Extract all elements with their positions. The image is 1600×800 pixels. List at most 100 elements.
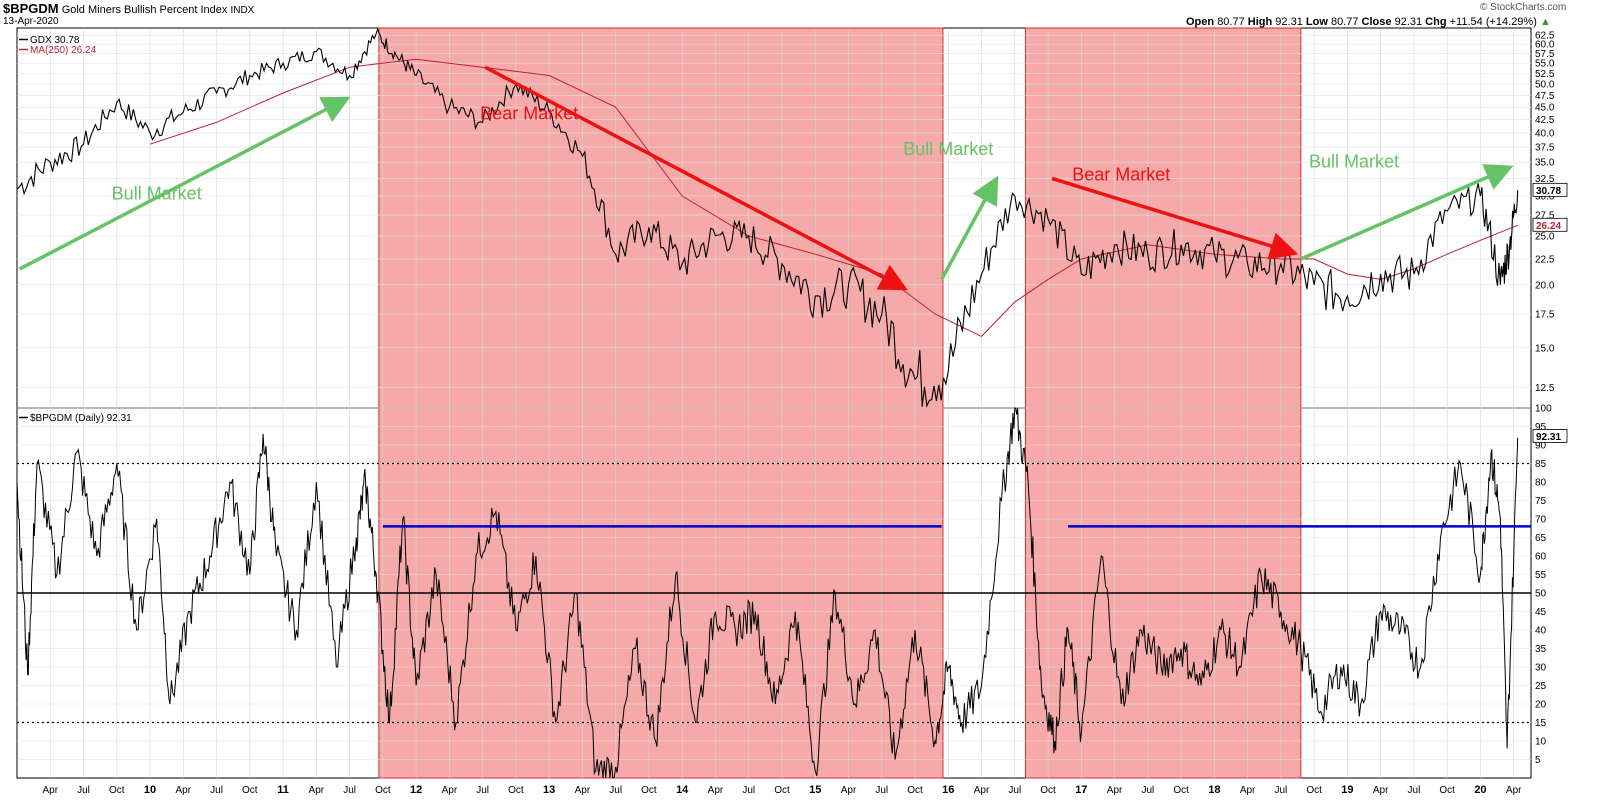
close-value: 92.31 <box>1394 16 1423 28</box>
time-tick-label: 14 <box>676 784 689 796</box>
bottom-y-tick-label: 5 <box>1535 755 1541 766</box>
chg-label: Chg <box>1425 16 1447 28</box>
time-tick-label: 20 <box>1474 784 1486 796</box>
gdx-last-value-label: 30.78 <box>1536 186 1561 197</box>
top-y-tick-label: 20.0 <box>1535 280 1555 291</box>
time-tick-label: 11 <box>277 784 289 796</box>
ma-last-value-box <box>1532 217 1568 232</box>
bear-shade-1 <box>378 27 944 779</box>
bottom-y-tick-label: 75 <box>1535 496 1547 507</box>
chart-title: $BPGDM Gold Miners Bullish Percent Index… <box>3 1 254 16</box>
bottom-y-tick-label: 100 <box>1535 404 1552 415</box>
copyright: © StockCharts.com <box>1480 2 1567 13</box>
time-tick-label: Jul <box>875 785 888 796</box>
top-y-tick-label: 47.5 <box>1535 91 1555 102</box>
bpgdm-line <box>16 407 1519 779</box>
chg-value: +11.54 (+14.29%) <box>1449 16 1537 28</box>
top-y-tick-label: 15.0 <box>1535 343 1555 354</box>
ma-legend: MA(250) 26.24 <box>30 45 97 56</box>
bull-market-label-5: Bull Market <box>1309 151 1399 171</box>
gdx-price-line <box>16 27 1519 408</box>
up-arrow-icon: ▲ <box>1539 16 1551 28</box>
bull-trend-arrow-3 <box>940 175 999 281</box>
time-tick-label: Apr <box>1506 785 1522 796</box>
time-tick-label: Oct <box>907 785 923 796</box>
bottom-y-tick-label: 10 <box>1535 737 1547 748</box>
time-tick-label: Jul <box>1008 785 1021 796</box>
top-y-tick-label: 62.5 <box>1535 31 1555 42</box>
gdx-last-value-box <box>1532 182 1568 197</box>
top-y-tick-label: 17.5 <box>1535 310 1555 321</box>
bear-trend-arrow-2 <box>484 65 908 291</box>
time-tick-label: Apr <box>708 785 724 796</box>
bottom-y-tick-label: 65 <box>1535 533 1547 544</box>
time-tick-label: Oct <box>109 785 125 796</box>
time-tick-label: Oct <box>375 785 391 796</box>
time-tick-label: Jul <box>77 785 90 796</box>
bottom-y-tick-label: 45 <box>1535 607 1547 618</box>
open-value: 80.77 <box>1217 16 1245 28</box>
top-y-tick-label: 37.5 <box>1535 143 1555 154</box>
time-tick-label: Jul <box>742 785 755 796</box>
top-y-tick-label: 30.0 <box>1535 191 1555 202</box>
time-tick-label: Apr <box>442 785 458 796</box>
bottom-y-tick-label: 90 <box>1535 441 1547 452</box>
bear-market-label-4: Bear Market <box>1072 164 1170 184</box>
time-tick-label: Jul <box>210 785 223 796</box>
bull-market-label-1: Bull Market <box>112 184 202 204</box>
time-tick-label: Jul <box>343 785 356 796</box>
bottom-y-tick-label: 50 <box>1535 589 1547 600</box>
chart-date: 13-Apr-2020 <box>3 16 59 27</box>
bull-market-label-3: Bull Market <box>903 139 993 159</box>
time-tick-label: Oct <box>242 785 258 796</box>
ma250-line <box>149 58 1518 338</box>
time-tick-label: 15 <box>809 784 821 796</box>
time-tick-label: Jul <box>476 785 489 796</box>
bottom-y-tick-label: 85 <box>1535 459 1547 470</box>
ma-last-value-label: 26.24 <box>1536 221 1561 232</box>
time-tick-label: 12 <box>410 784 422 796</box>
bottom-y-tick-label: 30 <box>1535 663 1547 674</box>
time-tick-label: Apr <box>575 785 591 796</box>
high-label: High <box>1247 16 1273 28</box>
time-tick-label: 19 <box>1341 784 1353 796</box>
time-tick-label: 10 <box>144 784 156 796</box>
top-y-tick-label: 40.0 <box>1535 128 1555 139</box>
bpgdm-last-value-box <box>1532 429 1568 443</box>
time-tick-label: Apr <box>42 785 58 796</box>
top-y-tick-label: 25.0 <box>1535 231 1555 242</box>
symbol: $BPGDM <box>3 1 59 16</box>
time-tick-label: Oct <box>1040 785 1056 796</box>
bottom-y-tick-label: 55 <box>1535 570 1547 581</box>
exchange: INDX <box>230 5 255 16</box>
low-value: 80.77 <box>1330 16 1359 28</box>
time-tick-label: Jul <box>609 785 622 796</box>
top-y-tick-label: 55.0 <box>1535 59 1555 70</box>
top-y-tick-label: 22.5 <box>1535 254 1555 265</box>
top-y-tick-label: 50.0 <box>1535 80 1555 91</box>
high-value: 92.31 <box>1275 16 1303 28</box>
bottom-y-tick-label: 80 <box>1535 478 1547 489</box>
open-label: Open <box>1186 16 1215 28</box>
time-tick-label: Apr <box>309 785 325 796</box>
time-tick-label: Oct <box>1439 785 1455 796</box>
top-y-tick-label: 35.0 <box>1535 158 1555 169</box>
bpgdm-legend: $BPGDM (Daily) 92.31 <box>30 413 132 424</box>
top-y-tick-label: 32.5 <box>1535 174 1555 185</box>
top-y-tick-label: 45.0 <box>1535 103 1555 114</box>
time-tick-label: 16 <box>942 784 954 796</box>
top-y-tick-label: 12.5 <box>1535 383 1555 394</box>
bear-market-label-2: Bear Market <box>480 104 578 124</box>
time-tick-label: Jul <box>1141 785 1154 796</box>
time-tick-label: Apr <box>841 785 857 796</box>
top-y-tick-label: 52.5 <box>1535 69 1555 80</box>
bottom-y-tick-label: 95 <box>1535 422 1547 433</box>
index-name: Gold Miners Bullish Percent Index <box>61 4 228 16</box>
bottom-y-tick-label: 70 <box>1535 515 1547 526</box>
time-tick-label: 17 <box>1075 784 1087 796</box>
time-tick-label: Apr <box>176 785 192 796</box>
top-y-tick-label: 60.0 <box>1535 40 1555 51</box>
bottom-y-tick-label: 40 <box>1535 626 1547 637</box>
bear-trend-arrow-4 <box>1051 176 1299 260</box>
time-tick-label: Oct <box>1306 785 1322 796</box>
